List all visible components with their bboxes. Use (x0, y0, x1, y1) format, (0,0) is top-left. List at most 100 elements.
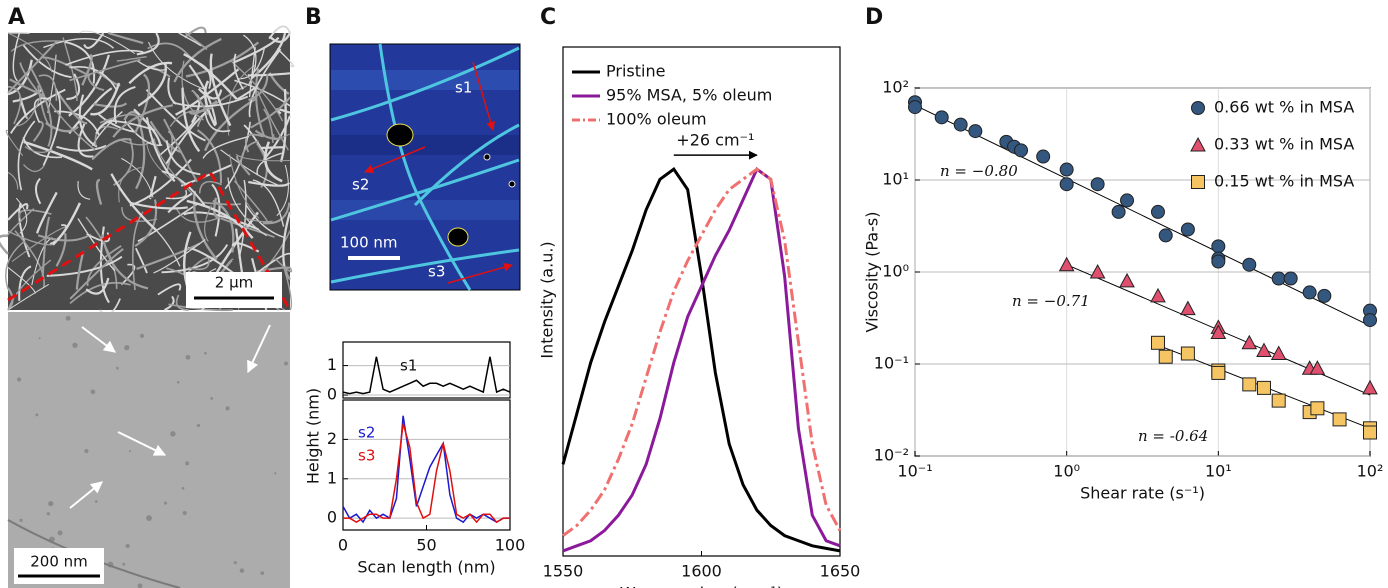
tem-speck (46, 512, 51, 516)
series-label: s1 (400, 357, 417, 375)
data-point (1242, 377, 1257, 392)
sem-fiber (23, 164, 45, 173)
data-point (1310, 401, 1325, 416)
sem-fiber (24, 146, 53, 153)
legend-label: 100% oleum (606, 110, 707, 129)
panel-label: C (540, 5, 556, 30)
sem-fiber (268, 32, 292, 43)
data-point (1150, 287, 1166, 303)
data-point (1111, 204, 1126, 219)
sem-fiber (128, 61, 173, 85)
sem-fiber (165, 140, 201, 176)
tem-speck (204, 351, 207, 355)
sem-fiber (248, 48, 282, 118)
sem-fiber (184, 26, 207, 39)
sem-fiber (9, 88, 66, 134)
sem-fiber (213, 197, 220, 219)
tem-speck (48, 500, 54, 507)
data-point (1241, 334, 1258, 350)
afm-band (331, 135, 519, 155)
tem-speck (182, 510, 187, 516)
data-point (1089, 263, 1106, 279)
fit-line (914, 104, 1371, 327)
data-point (1211, 254, 1226, 269)
panel-label: D (865, 5, 883, 30)
tem-speck (115, 366, 119, 370)
sem-fiber (77, 123, 94, 158)
sem-fiber (250, 96, 291, 129)
sem-fiber (238, 180, 247, 259)
sem-fiber (245, 204, 284, 238)
sem-fiber (77, 180, 91, 200)
sem-fiber (204, 112, 231, 133)
tem-speck (128, 449, 131, 453)
data-point (1180, 222, 1195, 237)
arrow (247, 324, 271, 374)
afm-label: s2 (352, 176, 369, 194)
sem-fiber (91, 111, 123, 147)
sem-fiber (145, 117, 176, 182)
tem-speck (239, 568, 245, 573)
data-point (1119, 272, 1135, 288)
x-axis-label: Shear rate (s⁻¹) (1080, 484, 1205, 503)
tem-speck (139, 333, 145, 339)
sem-fiber (46, 255, 123, 277)
sem-fiber (52, 224, 68, 246)
sem-fiber (196, 85, 248, 128)
data-point (1059, 162, 1074, 177)
data-point (1256, 342, 1272, 358)
x-tick-label: 1600 (681, 562, 722, 581)
sem-fiber (204, 205, 212, 242)
afm-arrow (364, 146, 426, 174)
data-point (1036, 149, 1051, 164)
data-point (1059, 177, 1074, 192)
sem-fiber (68, 54, 110, 117)
sem-fiber (137, 62, 167, 107)
data-point (1150, 335, 1165, 350)
tem-speck (284, 361, 288, 366)
sem-fiber (43, 38, 115, 49)
tem-speck (210, 397, 214, 400)
sem-fiber (86, 245, 122, 287)
sem-fiber (175, 207, 221, 223)
scale-box (186, 272, 282, 308)
scale-box (14, 548, 104, 584)
sem-fiber (107, 31, 144, 45)
sem-fiber (78, 94, 98, 148)
data-point (1271, 271, 1286, 286)
data-point (1363, 425, 1377, 440)
sem-fiber (37, 233, 92, 242)
data-point (1270, 345, 1287, 361)
sem-fiber (212, 211, 260, 279)
sem-fiber (136, 32, 160, 56)
sem-fiber (47, 99, 96, 151)
images: 2 µm 200 nm s1 s2 s3 100 nm (0, 25, 521, 588)
sem-fiber (69, 58, 141, 82)
afm-fiber (413, 123, 520, 207)
tem-speck (65, 315, 71, 321)
sem-fiber (165, 109, 209, 165)
x-tick-label: 1650 (820, 562, 861, 581)
sem-fiber (124, 120, 163, 147)
sem-fiber (120, 263, 136, 286)
sem-fiber (185, 41, 260, 78)
sem-fiber (157, 283, 182, 296)
sem-fiber (69, 66, 118, 91)
data-line (342, 356, 511, 395)
sem-fiber (256, 152, 282, 176)
data-point (1090, 177, 1105, 192)
data-point (1302, 285, 1317, 300)
sem-fiber (130, 201, 188, 210)
data-line (343, 423, 510, 524)
data-point (1211, 365, 1226, 380)
tem-speck (84, 449, 89, 454)
data-point (1242, 257, 1257, 272)
sem-fiber (81, 53, 93, 86)
data-point (968, 124, 983, 139)
sem-fiber (145, 140, 175, 182)
legend-marker (1191, 101, 1205, 115)
tem-speck (57, 530, 63, 536)
tem-speck (72, 342, 78, 348)
tem-speck (94, 500, 98, 503)
series-label: s3 (358, 447, 375, 465)
